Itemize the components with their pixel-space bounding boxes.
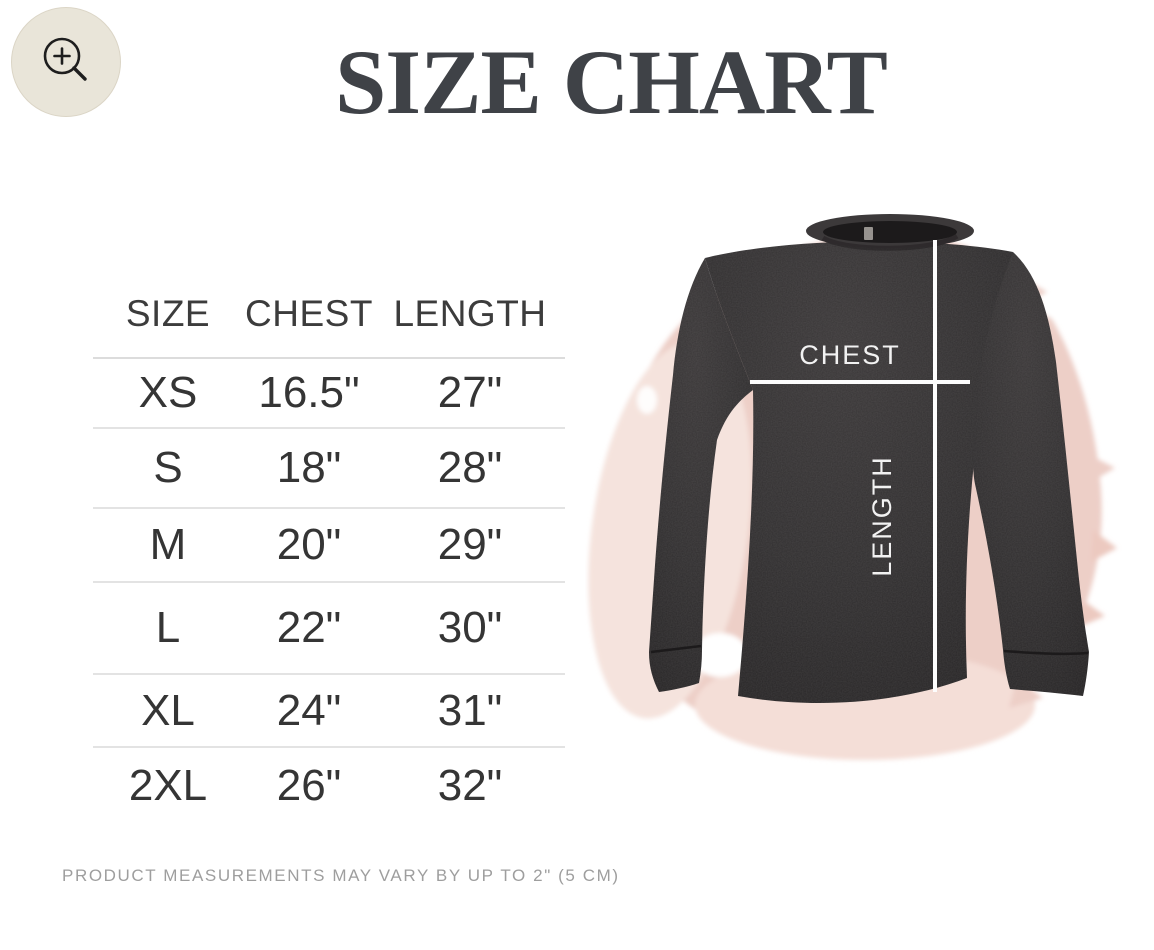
size-cell: S [153, 443, 183, 492]
neck-tag [864, 227, 873, 240]
length-label: LENGTH [867, 455, 897, 577]
chest-cell: 26" [276, 761, 342, 810]
zoom-in-icon [43, 37, 87, 81]
table-row: M 20" 29" [93, 509, 565, 583]
measurement-disclaimer: PRODUCT MEASUREMENTS MAY VARY BY UP TO 2… [62, 866, 620, 885]
shirt-measurement-diagram: CHEST LENGTH [585, 200, 1125, 770]
length-cell: 28" [437, 443, 503, 492]
zoom-button[interactable] [11, 7, 121, 117]
length-cell: 32" [437, 761, 503, 810]
collar [806, 214, 974, 251]
size-cell: M [149, 520, 187, 569]
shirt-graphic: CHEST LENGTH [588, 214, 1117, 760]
length-cell: 27" [437, 368, 503, 417]
table-row: L 22" 30" [93, 583, 565, 675]
page-title: SIZE CHART [335, 31, 888, 133]
size-cell: L [155, 603, 181, 652]
size-cell: 2XL [128, 761, 208, 810]
table-row: XL 24" 31" [93, 675, 565, 748]
length-cell: 30" [437, 603, 503, 652]
size-cell: XL [141, 685, 195, 735]
size-cell: XS [138, 368, 198, 417]
chest-cell: 24" [276, 685, 342, 735]
chest-label: CHEST [799, 340, 901, 370]
table-row: 2XL 26" 32" [93, 748, 565, 824]
left-cuff-seam [650, 644, 702, 654]
length-cell: 31" [437, 685, 503, 735]
column-header-chest: CHEST [245, 292, 373, 334]
table-row: S 18" 28" [93, 429, 565, 509]
chest-cell: 18" [276, 443, 342, 492]
chest-cell: 16.5" [258, 368, 360, 417]
right-cuff-seam [1003, 649, 1089, 656]
column-header-size: SIZE [125, 292, 211, 334]
table-header-row: SIZE CHEST LENGTH [93, 270, 565, 359]
column-header-length: LENGTH [393, 292, 547, 334]
chest-cell: 20" [276, 520, 342, 569]
table-row: XS 16.5" 27" [93, 359, 565, 429]
long-sleeve-shirt [649, 214, 1089, 703]
length-cell: 29" [437, 520, 503, 569]
chest-cell: 22" [276, 603, 342, 652]
size-table: SIZE CHEST LENGTH XS 16.5" 27" S 18" 28"… [93, 270, 565, 824]
